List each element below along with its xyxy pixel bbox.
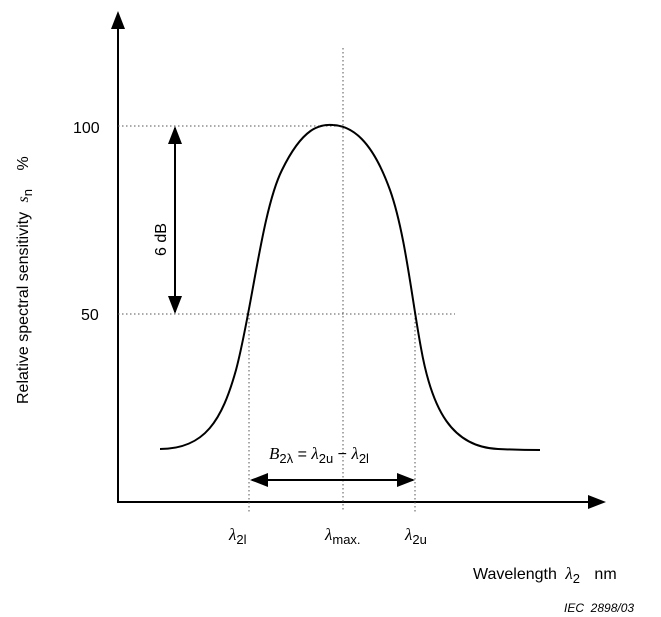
bandwidth-arrowhead-right: [397, 473, 415, 487]
y-axis-symbol-subscript: n: [20, 189, 35, 196]
y-tick-100: 100: [73, 120, 100, 137]
level-drop-arrowhead-top: [168, 126, 182, 144]
figure-id: IEC 2898/03: [564, 601, 634, 615]
bandwidth-lambda-upper-subscript: 2u: [319, 451, 333, 466]
bandwidth-minus: −: [333, 446, 351, 463]
bandwidth-lambda-lower-subscript: 2l: [359, 451, 369, 466]
x-axis-unit: nm: [594, 566, 616, 583]
level-drop-arrowhead-bottom: [168, 296, 182, 314]
x-axis-symbol-subscript: 2: [573, 571, 580, 586]
bandwidth-equation: B2λ = λ2u − λ2l: [269, 444, 369, 466]
x-axis-label: Wavelength: [473, 566, 557, 583]
y-axis-symbol: s: [15, 196, 32, 202]
bandwidth-equals: =: [293, 446, 311, 463]
x-tick-lambda-max: λmax.: [324, 525, 361, 547]
sensitivity-curve: [159, 123, 541, 451]
bandwidth-lambda-lower: λ: [350, 444, 358, 463]
bandwidth-lambda-upper: λ: [310, 444, 318, 463]
x-axis-title: Wavelength λ2 nm: [473, 564, 617, 587]
bandwidth-B: B: [269, 444, 280, 463]
y-axis-label: Relative spectral sensitivity: [15, 212, 32, 404]
x-axis-arrowhead: [588, 495, 606, 509]
guide-lines: [118, 48, 455, 512]
y-tick-50: 50: [81, 307, 99, 324]
y-axis-arrowhead: [111, 11, 125, 29]
y-axis-title: Relative spectral sensitivity sn %: [15, 156, 36, 404]
y-axis-unit: %: [15, 156, 32, 170]
x-tick-lambda-2l: λ2l: [228, 525, 247, 547]
level-drop-label: 6 dB: [153, 223, 170, 256]
bandwidth-arrowhead-left: [250, 473, 268, 487]
x-axis-symbol: λ: [564, 564, 572, 583]
x-tick-lambda-2u: λ2u: [404, 525, 427, 547]
bandwidth-B-subscript: 2λ: [279, 451, 293, 466]
